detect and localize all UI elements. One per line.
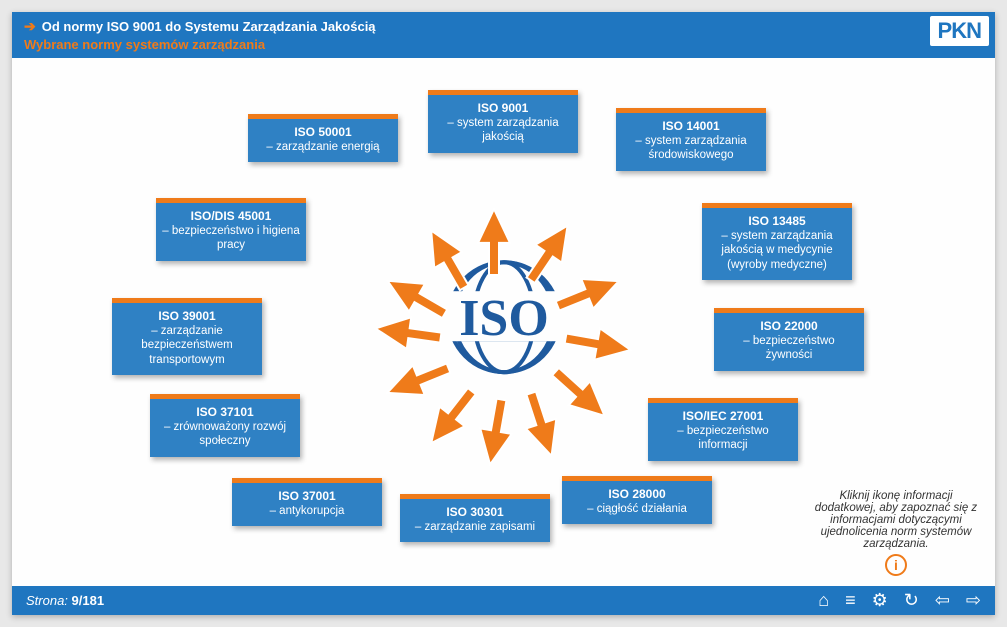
standard-node-iso28000[interactable]: ISO 28000– ciągłość działania	[562, 476, 712, 524]
node-desc: – zarządzanie bezpieczeństwem transporto…	[141, 325, 232, 366]
standard-node-iso9001[interactable]: ISO 9001– system zarządzania jakością	[428, 90, 578, 153]
node-title: ISO 28000	[568, 487, 706, 502]
node-desc: – zarządzanie energią	[266, 141, 379, 153]
header-subtitle: Wybrane normy systemów zarządzania	[24, 37, 983, 52]
node-title: ISO/DIS 45001	[162, 209, 300, 224]
standard-node-iso50001[interactable]: ISO 50001– zarządzanie energią	[248, 114, 398, 162]
node-desc: – system zarządzania jakością	[447, 117, 558, 143]
standard-node-iso37001[interactable]: ISO 37001– antykorupcja	[232, 478, 382, 526]
node-title: ISO 22000	[720, 319, 858, 334]
list-icon[interactable]: ≡	[845, 590, 856, 611]
reload-icon[interactable]: ↻	[904, 590, 919, 611]
node-desc: – bezpieczeństwo informacji	[677, 425, 768, 451]
home-icon[interactable]: ⌂	[818, 590, 829, 611]
node-desc: – system zarządzania jakością w medycyni…	[721, 230, 832, 271]
radial-arrow-icon	[377, 351, 451, 395]
node-title: ISO 9001	[434, 101, 572, 116]
next-icon[interactable]: ⇨	[966, 590, 981, 611]
node-desc: – zrównoważony rozwój społeczny	[164, 421, 286, 447]
standard-node-iso39001[interactable]: ISO 39001– zarządzanie bezpieczeństwem t…	[112, 298, 262, 375]
node-title: ISO 13485	[708, 214, 846, 229]
node-desc: – system zarządzania środowiskowego	[635, 135, 746, 161]
arrow-bullet-icon: ➔	[24, 18, 36, 35]
diagram-area: ISO Kliknij ikonę informacji dodatkowej,…	[12, 58, 995, 586]
settings-icon[interactable]: ⚙	[872, 590, 888, 611]
node-desc: – antykorupcja	[270, 505, 345, 517]
node-title: ISO 39001	[118, 309, 256, 324]
prev-icon[interactable]: ⇦	[935, 590, 950, 611]
node-desc: – bezpieczeństwo i higiena pracy	[162, 225, 299, 251]
hint-text: Kliknij ikonę informacji dodatkowej, aby…	[815, 490, 977, 550]
standard-node-iso30301[interactable]: ISO 30301– zarządzanie zapisami	[400, 494, 550, 542]
radial-arrow-icon	[555, 279, 629, 323]
radial-arrow-icon	[494, 205, 512, 277]
page-total: 181	[82, 593, 104, 608]
node-desc: – bezpieczeństwo żywności	[743, 335, 834, 361]
node-title: ISO 37101	[156, 405, 294, 420]
info-icon[interactable]: i	[885, 554, 907, 576]
footer-bar: Strona: 9/181 ⌂ ≡ ⚙ ↻ ⇦ ⇨	[12, 586, 995, 615]
node-title: ISO 37001	[238, 489, 376, 504]
pkn-logo: PKN	[930, 16, 989, 46]
hint-block: Kliknij ikonę informacji dodatkowej, aby…	[811, 490, 981, 576]
standard-node-iso13485[interactable]: ISO 13485– system zarządzania jakością w…	[702, 203, 852, 280]
iso-center-label: ISO	[459, 290, 549, 347]
node-title: ISO/IEC 27001	[654, 409, 792, 424]
header-title: Od normy ISO 9001 do Systemu Zarządzania…	[42, 19, 376, 34]
standard-node-iso27001[interactable]: ISO/IEC 27001– bezpieczeństwo informacji	[648, 398, 798, 461]
node-title: ISO 14001	[622, 119, 760, 134]
standard-node-iso22000[interactable]: ISO 22000– bezpieczeństwo żywności	[714, 308, 864, 371]
node-desc: – ciągłość działania	[587, 503, 687, 515]
node-desc: – zarządzanie zapisami	[415, 521, 535, 533]
node-title: ISO 50001	[254, 125, 392, 140]
footer-controls: ⌂ ≡ ⚙ ↻ ⇦ ⇨	[818, 590, 981, 611]
slide-frame: ➔ Od normy ISO 9001 do Systemu Zarządzan…	[12, 12, 995, 615]
standard-node-iso45001[interactable]: ISO/DIS 45001– bezpieczeństwo i higiena …	[156, 198, 306, 261]
standard-node-iso37101[interactable]: ISO 37101– zrównoważony rozwój społeczny	[150, 394, 300, 457]
standard-node-iso14001[interactable]: ISO 14001– system zarządzania środowisko…	[616, 108, 766, 171]
page-current: 9	[72, 593, 79, 608]
page-label: Strona:	[26, 593, 68, 608]
node-title: ISO 30301	[406, 505, 544, 520]
header-bar: ➔ Od normy ISO 9001 do Systemu Zarządzan…	[12, 12, 995, 58]
